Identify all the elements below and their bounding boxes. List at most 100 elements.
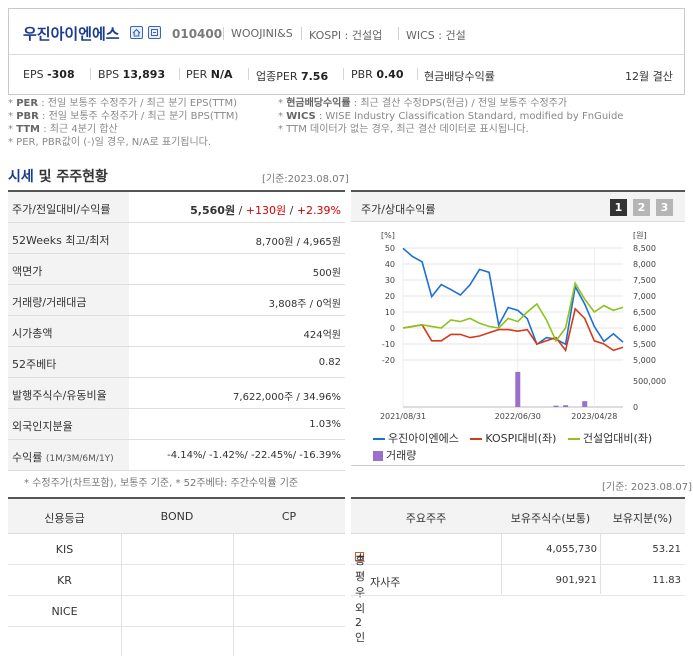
row-label: 수익률 (1M/3M/6M/1Y) xyxy=(8,440,129,470)
right-tick-label: 7,500 xyxy=(633,276,656,285)
table-row: 자사주 901,921 11.83 xyxy=(351,565,685,596)
table-row: 외국인지분율 1.03% xyxy=(8,409,345,440)
table-row: NICE xyxy=(8,596,345,627)
row-label: 액면가 xyxy=(8,254,129,284)
credit-header: 신용등급 BOND CP xyxy=(8,499,345,534)
eps-stat: EPS -308 xyxy=(23,68,75,81)
section-title: 시세 및 주주현황 xyxy=(8,169,108,185)
legend-item-kospi[interactable]: KOSPI대비(좌) xyxy=(470,432,556,445)
series-line-0 xyxy=(402,247,624,346)
table-row: 시가총액 424억원 xyxy=(8,316,345,347)
stock-code: 010400 xyxy=(172,27,223,41)
ir-icon[interactable] xyxy=(148,26,161,39)
table-row: KR xyxy=(8,565,345,596)
table-row: 52주베타 0.82 xyxy=(8,347,345,378)
legend-item-stock[interactable]: 우진아이엔에스 xyxy=(373,432,459,445)
legend-row-2: 거래량 xyxy=(373,447,416,463)
volume-bar xyxy=(563,405,569,407)
table-row: KIS xyxy=(8,534,345,565)
expand-icon[interactable]: + xyxy=(355,550,366,563)
row-label: 주가/전일대비/수익률 xyxy=(8,192,129,222)
chart-page-2[interactable]: 2 xyxy=(633,199,650,216)
settlement-month: 12월 결산 xyxy=(625,70,673,83)
chart-title-bar: 주가/상대수익률 1 2 3 xyxy=(351,192,685,222)
notes-left: * PER : 전일 보통주 수정주가 / 최근 분기 EPS(TTM) * P… xyxy=(8,98,239,148)
left-tick-label: 30 xyxy=(385,276,395,285)
volume-tick-label: 0 xyxy=(633,403,638,412)
row-value: 3,808주 / 0억원 xyxy=(268,299,341,310)
x-tick-label: 2023/04/28 xyxy=(571,412,617,421)
row-label: 거래량/거래대금 xyxy=(8,285,129,315)
volume-tick-label: 500,000 xyxy=(633,377,666,386)
left-tick-label: -10 xyxy=(382,340,395,349)
market-sector: KOSPI : 건설업 xyxy=(309,29,383,42)
right-tick-label: 8,500 xyxy=(633,244,656,253)
table-row: 52Weeks 최고/최저 8,700원 / 4,965원 xyxy=(8,223,345,254)
bps-stat: BPS 13,893 xyxy=(98,68,166,81)
per-stat: PER N/A xyxy=(186,68,233,81)
holders-header: 주요주주 보유주식수(보통) 보유지분(%) xyxy=(351,499,685,534)
right-tick-label: 6,000 xyxy=(633,324,656,333)
legend-item-volume[interactable]: 거래량 xyxy=(373,449,416,462)
table-row: 주가/전일대비/수익률 5,560원 / +130원 / +2.39% xyxy=(8,192,345,223)
table-row: + 홍평우 외 2인 4,055,730 53.21 xyxy=(351,534,685,644)
right-tick-label: 8,000 xyxy=(633,260,656,269)
row-label: 52Weeks 최고/최저 xyxy=(8,223,129,253)
left-axis-label: [%] xyxy=(381,231,395,240)
sector-per-stat: 업종PER 7.56 xyxy=(256,70,329,83)
volume-bar xyxy=(582,401,588,407)
company-header: 우진아이엔에스 010400 WOOJINI&S KOSPI : 건설업 WIC… xyxy=(8,8,685,95)
legend-row-1: 우진아이엔에스 KOSPI대비(좌) 건설업대비(좌) xyxy=(373,430,652,446)
notes-right: * 현금배당수익률 : 최근 결산 수정DPS(현금) / 전일 보통주 수정주… xyxy=(278,98,624,135)
right-tick-label: 5,000 xyxy=(633,356,656,365)
row-label: 발행주식수/유동비율 xyxy=(8,378,129,408)
row-value: 0.82 xyxy=(318,357,341,368)
row-value: 8,700원 / 4,965원 xyxy=(255,237,341,248)
market-footnote: * 수정주가(차트포함), 보통주 기준, * 52주베타: 주간수익률 기준 xyxy=(24,478,299,489)
price-chart-panel: 주가/상대수익률 1 2 3 [%] [원] 50 40 30 20 10 0 -10 -20 8,… xyxy=(351,190,685,466)
row-label: 52주베타 xyxy=(8,347,129,377)
market-asof-date: [기준:2023.08.07] xyxy=(262,174,349,185)
x-tick-label: 2021/08/31 xyxy=(380,412,426,421)
left-tick-label: 20 xyxy=(385,292,395,301)
left-tick-label: 10 xyxy=(385,308,395,317)
key-stats: EPS -308 BPS 13,893 PER N/A 업종PER 7.56 P… xyxy=(9,56,684,94)
table-row: 수익률 (1M/3M/6M/1Y) -4.14%/ -1.42%/ -22.45… xyxy=(8,440,345,471)
x-tick-label: 2022/06/30 xyxy=(495,412,541,421)
row-value: 424억원 xyxy=(303,330,342,341)
left-tick-label: 50 xyxy=(385,244,395,253)
market-table: 주가/전일대비/수익률 5,560원 / +130원 / +2.39% 52We… xyxy=(8,190,345,471)
volume-bar xyxy=(515,371,521,407)
legend-item-sector[interactable]: 건설업대비(좌) xyxy=(567,432,652,445)
returns-value: -4.14%/ -1.42%/ -22.45%/ -16.39% xyxy=(167,450,341,461)
series-line-1 xyxy=(402,307,624,353)
price-value: 5,560원 / +130원 / +2.39% xyxy=(190,204,341,217)
volume-bar xyxy=(553,405,559,407)
right-tick-label: 6,500 xyxy=(633,308,656,317)
row-label: 시가총액 xyxy=(8,316,129,346)
table-row: 발행주식수/유동비율 7,622,000주 / 34.96% xyxy=(8,378,345,409)
right-axis-label: [원] xyxy=(633,231,647,240)
price-chart: [%] [원] 50 40 30 20 10 0 -10 -20 8,500 8,000 7,500 7,… xyxy=(380,231,666,421)
credit-rating-table: 신용등급 BOND CP KIS KR NICE xyxy=(8,497,345,656)
chart-asof-date: [기준: 2023.08.07] xyxy=(602,482,693,493)
company-header-top: 우진아이엔에스 010400 WOOJINI&S KOSPI : 건설업 WIC… xyxy=(9,9,684,55)
row-value: 1.03% xyxy=(309,419,341,430)
english-name: WOOJINI&S xyxy=(231,27,293,40)
pbr-stat: PBR 0.40 xyxy=(351,68,404,81)
chart-page-1[interactable]: 1 xyxy=(610,199,627,216)
chart-page-3[interactable]: 3 xyxy=(656,199,673,216)
table-row: 액면가 500원 xyxy=(8,254,345,285)
row-value: 500원 xyxy=(312,268,341,279)
company-name[interactable]: 우진아이엔에스 xyxy=(23,25,120,43)
row-value: 7,622,000주 / 34.96% xyxy=(233,392,341,403)
series-line-2 xyxy=(402,281,624,343)
home-icon[interactable] xyxy=(130,26,143,39)
row-label: 외국인지분율 xyxy=(8,409,129,439)
left-tick-label: 40 xyxy=(385,260,395,269)
left-tick-label: 0 xyxy=(390,324,395,333)
chart-title: 주가/상대수익률 xyxy=(361,203,436,216)
dividend-yield-stat: 현금배당수익률 xyxy=(424,70,495,83)
shareholders-table: 주요주주 보유주식수(보통) 보유지분(%) + 홍평우 외 2인 4,055,7… xyxy=(351,497,685,644)
wics-sector: WICS : 건설 xyxy=(406,29,466,42)
